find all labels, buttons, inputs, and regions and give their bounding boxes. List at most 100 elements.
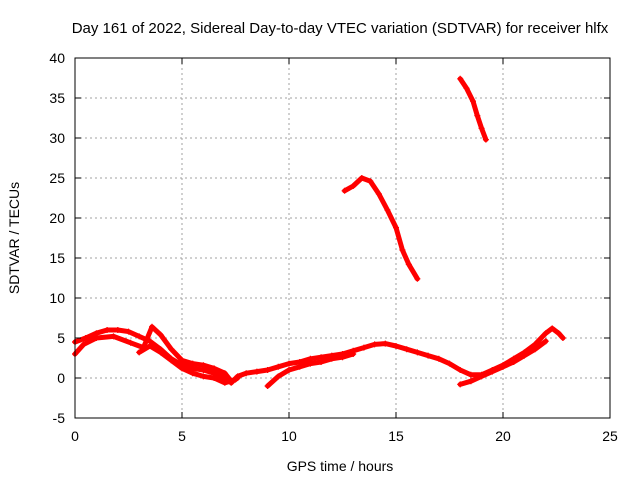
data-point bbox=[275, 373, 282, 380]
data-point bbox=[358, 175, 365, 181]
data-point bbox=[189, 370, 196, 377]
x-tick-label: 10 bbox=[281, 428, 297, 444]
data-point bbox=[127, 339, 134, 346]
data-point bbox=[457, 367, 464, 373]
x-tick-label: 25 bbox=[602, 428, 618, 444]
y-tick-label: 35 bbox=[49, 90, 65, 106]
data-point bbox=[307, 360, 314, 367]
data-point bbox=[146, 343, 153, 349]
data-point bbox=[375, 191, 382, 197]
data-point bbox=[474, 112, 481, 119]
data-point bbox=[243, 370, 250, 377]
data-point bbox=[211, 365, 218, 372]
data-point bbox=[425, 352, 432, 359]
data-point bbox=[405, 261, 412, 268]
data-point bbox=[350, 183, 357, 189]
data-point bbox=[457, 75, 464, 82]
data-point bbox=[286, 360, 292, 367]
data-point bbox=[157, 331, 164, 338]
data-point bbox=[393, 224, 399, 231]
data-point bbox=[179, 365, 185, 372]
data-point bbox=[286, 367, 292, 373]
data-point bbox=[399, 247, 406, 253]
data-point bbox=[463, 85, 470, 92]
data-point bbox=[221, 379, 228, 386]
data-point bbox=[189, 360, 196, 367]
data-point bbox=[414, 349, 421, 356]
data-point bbox=[478, 125, 485, 132]
data-point bbox=[200, 362, 207, 369]
data-point bbox=[470, 98, 476, 105]
data-point bbox=[82, 335, 89, 341]
tick-layer: 0 5 10 15 20 25 -5 0 5 10 15 20 25 30 35 40 bbox=[49, 50, 618, 444]
data-point bbox=[360, 344, 367, 351]
data-point bbox=[168, 357, 175, 364]
data-point bbox=[179, 357, 185, 364]
data-point bbox=[542, 338, 549, 345]
y-tick-label: 30 bbox=[49, 130, 65, 146]
series-5 bbox=[341, 175, 421, 282]
data-point bbox=[542, 330, 549, 337]
y-tick-label: 10 bbox=[49, 290, 65, 306]
data-point bbox=[93, 335, 100, 341]
data-point bbox=[555, 330, 562, 337]
data-point bbox=[478, 373, 485, 380]
data-point bbox=[157, 349, 164, 356]
y-tick-label: 20 bbox=[49, 210, 65, 226]
data-point bbox=[393, 343, 399, 349]
data-point bbox=[500, 363, 506, 370]
data-point bbox=[350, 351, 357, 357]
y-tick-label: 5 bbox=[57, 330, 65, 346]
data-point bbox=[125, 328, 132, 335]
data-point bbox=[110, 333, 117, 340]
y-tick-label: -5 bbox=[53, 410, 66, 426]
x-tick-label: 5 bbox=[178, 428, 186, 444]
data-point bbox=[114, 327, 121, 333]
data-point bbox=[80, 341, 87, 348]
series-6 bbox=[457, 75, 489, 143]
data-point bbox=[510, 359, 517, 365]
data-point bbox=[457, 381, 464, 388]
series-layer bbox=[72, 75, 566, 389]
data-point bbox=[382, 340, 389, 347]
y-tick-label: 0 bbox=[57, 370, 65, 386]
data-point bbox=[104, 327, 111, 333]
x-axis-label: GPS time / hours bbox=[287, 458, 394, 474]
series-3 bbox=[264, 351, 357, 389]
data-point bbox=[318, 359, 325, 365]
y-tick-label: 15 bbox=[49, 250, 65, 266]
series-2 bbox=[136, 343, 239, 386]
data-point bbox=[328, 355, 335, 362]
data-point bbox=[149, 323, 155, 330]
y-tick-label: 25 bbox=[49, 170, 65, 186]
data-point bbox=[253, 368, 260, 375]
data-point bbox=[559, 335, 566, 341]
data-point bbox=[200, 373, 207, 380]
plot-frame bbox=[74, 57, 611, 419]
data-point bbox=[435, 355, 442, 362]
data-point bbox=[341, 187, 348, 194]
series-line bbox=[72, 324, 241, 384]
data-point bbox=[467, 378, 474, 385]
data-point bbox=[521, 352, 528, 359]
chart-title: Day 161 of 2022, Sidereal Day-to-day VTE… bbox=[72, 20, 609, 37]
data-point bbox=[467, 371, 474, 378]
data-point bbox=[296, 363, 303, 370]
data-point bbox=[367, 178, 374, 185]
x-tick-label: 0 bbox=[71, 428, 79, 444]
data-point bbox=[264, 367, 271, 373]
series-4 bbox=[457, 338, 549, 388]
data-point bbox=[414, 275, 421, 282]
series-line bbox=[457, 76, 489, 143]
y-axis-label: SDTVAR / TECUs bbox=[6, 182, 22, 294]
data-point bbox=[136, 349, 143, 356]
data-point bbox=[264, 383, 271, 389]
data-point bbox=[339, 354, 346, 361]
data-point bbox=[232, 376, 239, 383]
data-point bbox=[211, 375, 218, 381]
data-point bbox=[275, 363, 282, 370]
data-point bbox=[384, 207, 391, 213]
data-point bbox=[168, 346, 175, 353]
